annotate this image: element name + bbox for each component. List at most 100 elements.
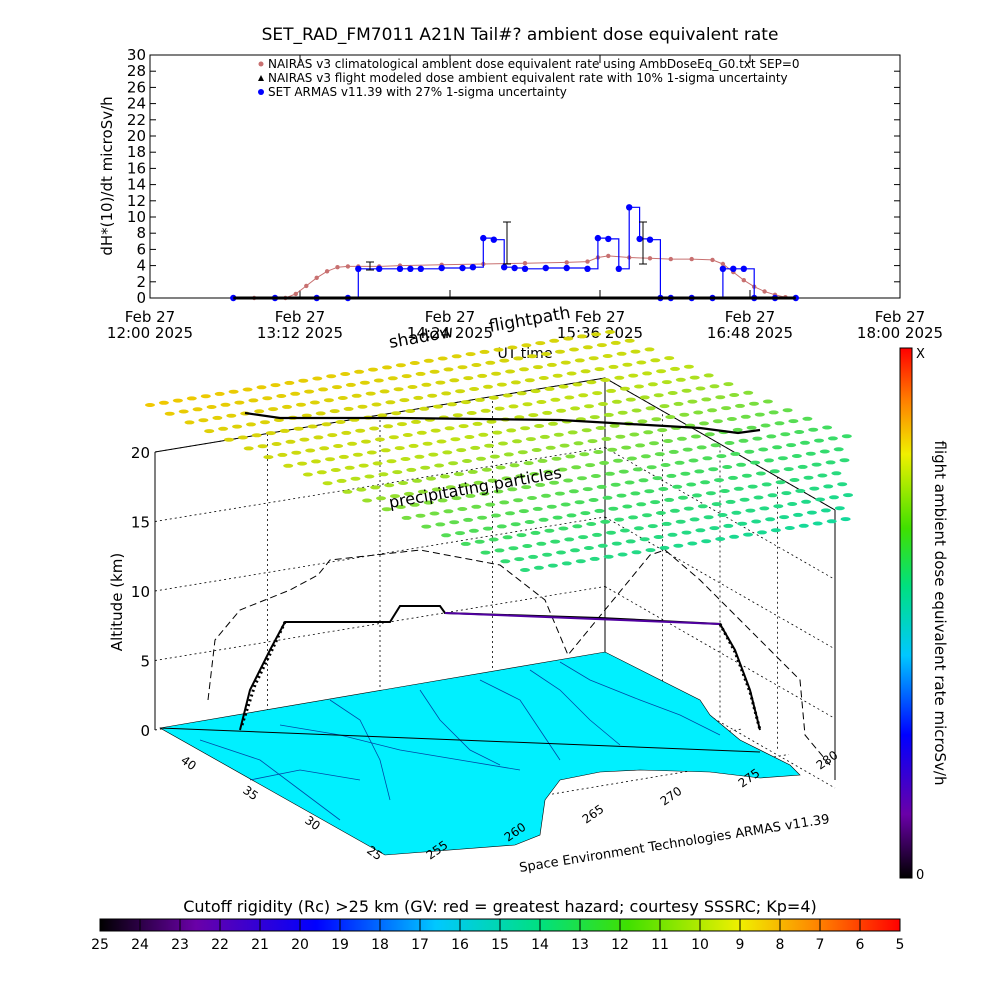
dose-cell — [445, 485, 456, 490]
dose-cell — [472, 421, 483, 426]
dose-cell — [757, 530, 767, 535]
dose-cell — [575, 559, 586, 564]
dose-cell — [376, 496, 386, 501]
dose-cell — [468, 528, 479, 533]
dose-cell — [474, 539, 485, 544]
dose-cell — [789, 478, 800, 482]
dose-cell — [429, 511, 440, 516]
dose-cell — [534, 424, 545, 428]
dose-cell — [347, 441, 358, 446]
dose-cell — [636, 360, 647, 365]
dose-cell — [304, 389, 315, 394]
grid-line — [604, 586, 836, 719]
dose-cell — [491, 371, 502, 376]
dose-cell — [560, 502, 571, 507]
x-tick-label-date: Feb 27 — [425, 308, 475, 326]
dose-cell — [484, 443, 495, 448]
dose-cell — [538, 376, 549, 380]
dose-cell — [256, 385, 267, 390]
dose-cell — [728, 475, 738, 480]
dose-cell — [510, 380, 521, 385]
dose-cell — [423, 500, 434, 505]
dose-cell — [659, 404, 670, 409]
rigidity-tick-label: 13 — [571, 937, 589, 953]
dose-cell — [291, 450, 302, 455]
dose-cell — [499, 500, 510, 505]
dose-cell — [466, 411, 477, 415]
dose-cell — [711, 502, 722, 507]
dose-cell — [521, 343, 532, 348]
dose-cell — [145, 403, 155, 407]
legend: NAIRAS v3 climatological ambient dose eq… — [258, 57, 800, 99]
dose-cell — [538, 517, 549, 522]
dose-cell — [530, 389, 541, 394]
dose-cell — [609, 423, 620, 428]
dose-cell — [644, 347, 655, 352]
dose-cell — [426, 476, 436, 481]
dose-cell — [673, 401, 684, 406]
dose-colorbar: X 0 flight ambient dose equivalent rate … — [899, 347, 949, 883]
dose-cell — [463, 376, 474, 381]
dose-cell — [507, 345, 518, 350]
dose-cell — [447, 402, 457, 407]
dose-cell — [702, 456, 713, 461]
dose-cell — [552, 373, 563, 378]
dose-cell — [642, 371, 653, 376]
dose-cell — [567, 430, 578, 435]
series-1-point — [740, 265, 747, 272]
altitude-tick-label: 20 — [131, 444, 150, 462]
dose-cell — [611, 399, 622, 404]
dose-cell — [499, 358, 510, 363]
dose-cell — [773, 504, 784, 509]
dose-cell — [333, 444, 344, 448]
dose-cell — [639, 395, 650, 400]
chart-title: SET_RAD_FM7011 A21N Tail#? ambient dose … — [262, 25, 779, 45]
dose-cell — [782, 408, 793, 413]
dose-cell — [352, 452, 363, 457]
dose-cell — [332, 385, 342, 390]
dose-cell — [319, 446, 330, 451]
dose-cell — [675, 519, 686, 524]
rigidity-tick-label: 22 — [211, 937, 229, 953]
dose-cell — [703, 373, 714, 378]
dose-cell — [585, 463, 596, 468]
dose-cell — [690, 434, 701, 439]
dose-cell — [659, 545, 670, 550]
x-tick-label-date: Feb 27 — [725, 308, 775, 326]
dose-cell — [646, 465, 657, 470]
dose-cell — [580, 369, 591, 374]
dose-cell — [433, 404, 443, 409]
rigidity-tick-label: 10 — [691, 937, 709, 953]
dose-cell — [356, 487, 367, 492]
dose-cell — [786, 443, 797, 448]
dose-cell — [708, 467, 719, 472]
series-1-point — [501, 264, 508, 271]
dose-cell — [652, 476, 663, 481]
dose-cell — [430, 428, 441, 433]
x-tick-label-time: 14:24 2025 — [407, 324, 493, 342]
dose-cell — [533, 365, 543, 370]
dose-cell — [737, 521, 748, 526]
dose-cell — [436, 439, 447, 444]
dose-cell — [392, 470, 403, 475]
dose-cell — [791, 454, 802, 458]
dose-cell — [604, 471, 615, 476]
dose-cell — [251, 433, 262, 438]
dose-cell — [689, 517, 700, 522]
rigidity-tick-label: 5 — [896, 937, 905, 953]
dose-cell — [485, 360, 496, 365]
series-1-point — [230, 294, 237, 302]
dose-cell — [494, 406, 505, 411]
dose-cell — [798, 523, 809, 528]
dose-cell — [480, 408, 491, 413]
grid-line — [154, 447, 606, 522]
dose-cell — [501, 476, 512, 481]
dose-cell — [633, 526, 644, 531]
rigidity-colorbar-title: Cutoff rigidity (Rc) >25 km (GV: red = g… — [183, 897, 817, 916]
dose-cell — [449, 520, 460, 525]
series-0-point — [314, 275, 319, 280]
dose-cell — [315, 411, 326, 416]
series-1-point — [584, 265, 591, 272]
dose-cell — [725, 499, 736, 504]
dose-cell — [687, 541, 698, 546]
